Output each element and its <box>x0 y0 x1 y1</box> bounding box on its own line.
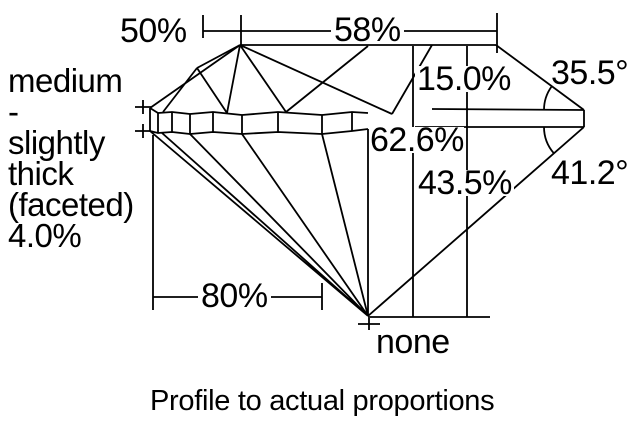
star-length-label: 50% <box>120 12 187 50</box>
girdle-facet-dividers <box>157 112 353 134</box>
crown-angle-arc <box>543 85 553 111</box>
diamond-wireframe <box>149 44 585 317</box>
girdle-label-line: 4.0% <box>8 217 82 254</box>
culet-label: none <box>376 323 450 361</box>
girdle-label-line: (faceted) <box>8 186 134 223</box>
total-depth-label: 62.6% <box>370 121 464 159</box>
crown-silhouette <box>149 44 585 111</box>
lower-girdle-label: 80% <box>198 279 271 313</box>
girdle-label-line: slightly <box>8 124 105 161</box>
pavilion-facet-lines <box>149 126 585 317</box>
girdle-thickness-label: medium - slightly thick (faceted) 4.0% <box>8 62 134 254</box>
dimension-lines <box>135 13 585 330</box>
girdle-label-line: thick <box>8 155 74 192</box>
crown-facet-lines <box>162 44 433 115</box>
crown-angle-label: 35.5° <box>551 54 629 92</box>
table-size-label: 58% <box>331 13 404 47</box>
pavilion-angle-arc <box>543 126 555 154</box>
diagram-caption: Profile to actual proportions <box>150 385 495 417</box>
girdle-top-line <box>149 107 369 116</box>
girdle-label-line: medium <box>8 62 123 99</box>
girdle-edges <box>149 108 585 131</box>
girdle-label-line: - <box>8 93 19 130</box>
girdle-bottom-line <box>149 128 369 135</box>
pavilion-angle-label: 41.2° <box>551 154 629 192</box>
pavilion-depth-label: 43.5% <box>416 164 514 202</box>
crown-height-label: 15.0% <box>415 60 513 98</box>
